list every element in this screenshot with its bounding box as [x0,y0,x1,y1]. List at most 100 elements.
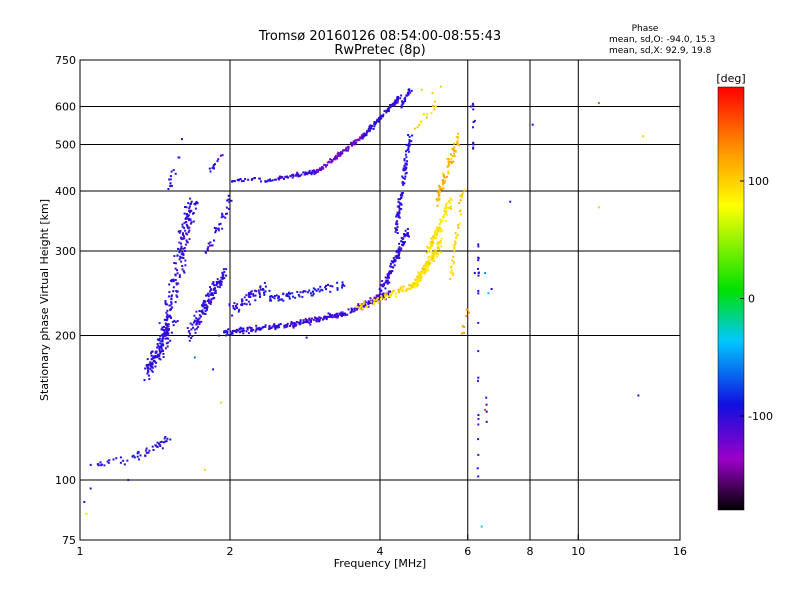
data-point [211,292,214,295]
data-point [296,290,299,293]
data-point [183,235,185,238]
data-point [354,141,357,144]
data-point [432,235,435,238]
data-point [407,134,410,136]
data-point [404,153,407,156]
data-point [378,117,380,120]
data-point [425,266,428,269]
data-point [404,172,407,175]
data-point [264,180,267,183]
data-point [289,323,292,326]
data-point [389,104,392,107]
data-point [201,305,204,308]
y-tick-label: 750 [55,54,76,67]
data-point [457,226,460,229]
data-point [451,148,454,151]
data-point [443,176,446,179]
data-point [282,299,285,302]
data-point [226,212,229,215]
data-point [336,313,338,315]
data-point [432,252,435,255]
data-point [321,289,324,292]
data-point [282,293,285,296]
data-point [160,350,162,353]
data-point [183,237,186,240]
data-point [397,97,400,100]
data-point [429,242,432,245]
data-point [286,295,289,298]
data-point [391,290,394,293]
data-point [477,274,480,277]
data-point [418,123,421,126]
data-point [236,303,239,306]
data-point [223,271,226,273]
data-point [207,242,210,245]
data-point [328,160,331,163]
data-point [219,280,222,283]
data-point [231,332,234,334]
data-point [97,463,100,466]
data-point [162,333,165,336]
data-point [174,321,177,324]
data-point [395,223,398,226]
data-point [166,334,169,337]
data-point [294,296,297,299]
data-point [477,290,480,292]
data-point [302,321,305,324]
data-point [317,169,319,172]
data-point [404,96,407,99]
data-point [393,100,396,103]
data-point [426,245,429,248]
data-point [115,457,118,460]
data-point [217,229,220,232]
data-point [292,173,295,176]
data-point [400,104,403,107]
data-point [418,273,421,276]
data-point [472,103,475,106]
data-point [424,272,427,275]
data-point [304,290,307,293]
data-point [185,232,188,235]
data-point [466,308,469,311]
data-point [390,272,392,275]
data-point [369,125,372,128]
data-point [459,199,462,202]
data-point [181,251,184,254]
data-point [383,295,386,298]
data-point [435,234,438,236]
data-point [331,160,334,162]
data-point [239,178,242,180]
data-point [204,250,207,253]
data-point [232,307,235,310]
data-point [165,440,168,443]
data-point [398,252,401,255]
data-point [168,304,171,307]
data-point [434,105,437,108]
data-point [159,334,162,337]
data-point [178,274,181,277]
data-point [597,206,600,209]
data-point [336,157,339,160]
data-point [339,313,342,316]
data-point [402,285,405,288]
data-point [247,332,250,335]
data-point [158,442,160,445]
data-point [438,223,441,226]
data-point [168,178,171,181]
data-point [310,173,313,176]
data-point [312,318,315,321]
data-point [89,463,92,466]
data-point [473,272,476,274]
y-axis-ticks: 75 100 200 300 400 500 600 750 [55,54,86,547]
data-point [179,255,182,258]
data-point [227,207,230,210]
data-point [179,248,182,251]
data-point [175,282,178,285]
data-point [372,127,375,130]
data-point [313,169,316,172]
data-point [183,271,186,274]
data-point [337,315,339,317]
data-point [458,222,461,225]
data-point [305,336,308,339]
